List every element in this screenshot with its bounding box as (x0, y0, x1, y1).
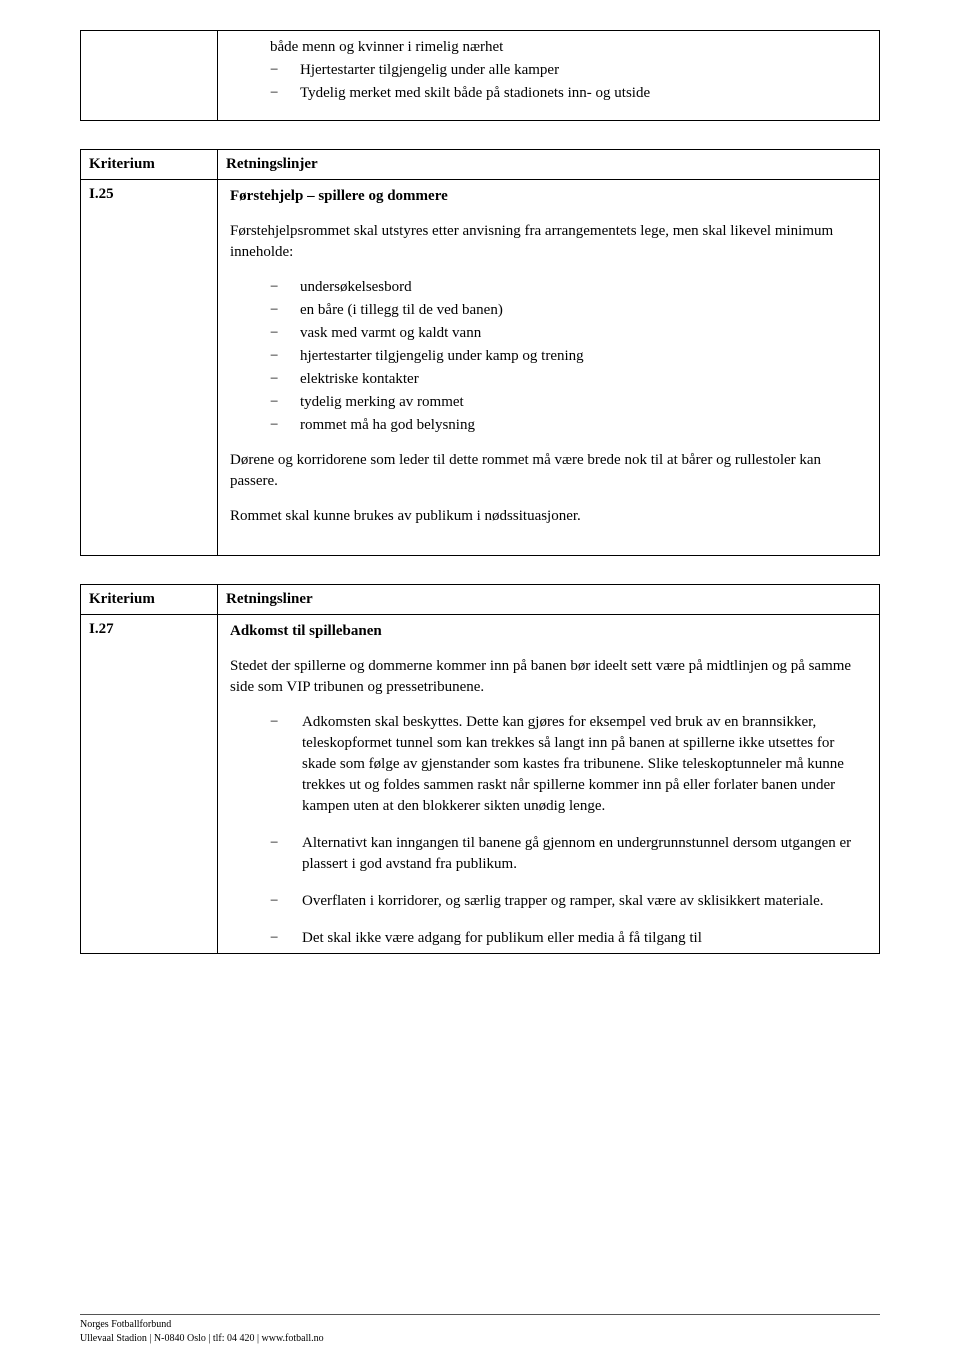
list-item: en båre (i tillegg til de ved banen) (270, 300, 867, 321)
criteria-table-i27: Kriterium Retningsliner I.27 Adkomst til… (80, 584, 880, 954)
bullet-list: Adkomsten skal beskyttes. Dette kan gjør… (270, 712, 867, 949)
criteria-title: Adkomst til spillebanen (230, 621, 867, 642)
list-item: vask med varmt og kaldt vann (270, 323, 867, 344)
criteria-content: Adkomst til spillebanen Stedet der spill… (218, 615, 880, 954)
criteria-id: I.27 (81, 615, 218, 954)
bullet-list: undersøkelsesbord en båre (i tillegg til… (270, 277, 867, 436)
bullet-list: Hjertestarter tilgjengelig under alle ka… (270, 60, 867, 104)
criteria-title: Førstehjelp – spillere og dommere (230, 186, 867, 207)
list-item: rommet må ha god belysning (270, 415, 867, 436)
footer-line-1: Norges Fotballforbund (80, 1318, 880, 1332)
table-row-left-empty (81, 31, 218, 121)
intro-text: både menn og kvinner i rimelig nærhet (270, 37, 867, 58)
footer-line-2: Ullevaal Stadion | N-0840 Oslo | tlf: 04… (80, 1332, 880, 1346)
list-item: Hjertestarter tilgjengelig under alle ka… (270, 60, 867, 81)
criteria-content: Førstehjelp – spillere og dommere Første… (218, 180, 880, 556)
paragraph: Dørene og korridorene som leder til dett… (230, 450, 867, 492)
list-item: Overflaten i korridorer, og særlig trapp… (270, 891, 867, 912)
list-item: Tydelig merket med skilt både på stadion… (270, 83, 867, 104)
criteria-id: I.25 (81, 180, 218, 556)
list-item: hjertestarter tilgjengelig under kamp og… (270, 346, 867, 367)
table-row-right: både menn og kvinner i rimelig nærhet Hj… (218, 31, 880, 121)
page-footer: Norges Fotballforbund Ullevaal Stadion |… (80, 1314, 880, 1346)
list-item: Det skal ikke være adgang for publikum e… (270, 928, 867, 949)
intro-paragraph: Stedet der spillerne og dommerne kommer … (230, 656, 867, 698)
document-page: både menn og kvinner i rimelig nærhet Hj… (0, 0, 960, 1366)
column-header-right: Retningsliner (218, 585, 880, 615)
list-item: tydelig merking av rommet (270, 392, 867, 413)
criteria-table-top: både menn og kvinner i rimelig nærhet Hj… (80, 30, 880, 121)
list-item: Alternativt kan inngangen til banene gå … (270, 833, 867, 875)
paragraph: Rommet skal kunne brukes av publikum i n… (230, 506, 867, 527)
column-header-right: Retningslinjer (218, 150, 880, 180)
footer-divider (80, 1314, 880, 1315)
list-item: undersøkelsesbord (270, 277, 867, 298)
intro-paragraph: Førstehjelpsrommet skal utstyres etter a… (230, 221, 867, 263)
list-item: elektriske kontakter (270, 369, 867, 390)
list-item: Adkomsten skal beskyttes. Dette kan gjør… (270, 712, 867, 817)
column-header-left: Kriterium (81, 585, 218, 615)
criteria-table-i25: Kriterium Retningslinjer I.25 Førstehjel… (80, 149, 880, 556)
column-header-left: Kriterium (81, 150, 218, 180)
